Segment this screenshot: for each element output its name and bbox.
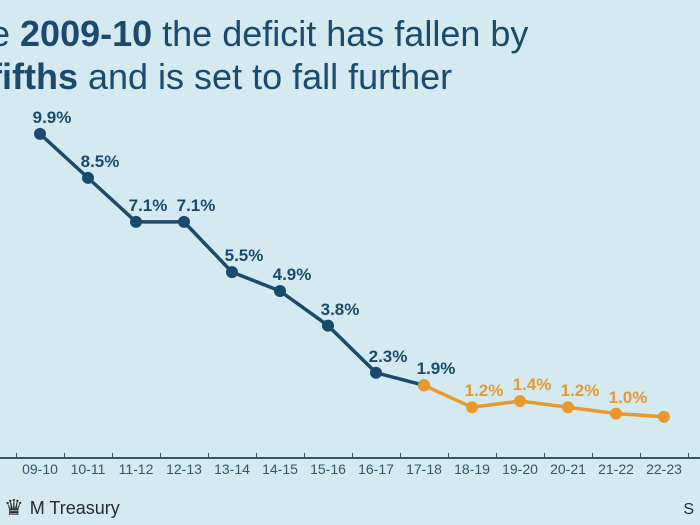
series-marker-actual xyxy=(82,172,94,184)
x-axis-label: 14-15 xyxy=(262,461,298,477)
chart-title: e 2009-10 the deficit has fallen by fift… xyxy=(0,12,700,98)
data-point-label: 9.9% xyxy=(33,108,72,128)
x-tick xyxy=(352,453,353,459)
series-marker-actual xyxy=(274,285,286,297)
data-point-label: 7.1% xyxy=(129,196,168,216)
x-tick xyxy=(640,453,641,459)
data-point-label: 3.8% xyxy=(321,300,360,320)
x-tick xyxy=(688,453,689,459)
x-axis-label: 21-22 xyxy=(598,461,634,477)
x-tick xyxy=(448,453,449,459)
x-tick xyxy=(16,453,17,459)
data-point-label: 1.2% xyxy=(465,381,504,401)
x-axis-label: 20-21 xyxy=(550,461,586,477)
x-tick xyxy=(256,453,257,459)
data-point-label: 1.2% xyxy=(561,381,600,401)
title-line1-suffix: the deficit has fallen by xyxy=(152,13,528,54)
data-point-label: 1.4% xyxy=(513,375,552,395)
series-marker-actual xyxy=(226,266,238,278)
data-point-label: 1.0% xyxy=(609,388,648,408)
series-marker-forecast xyxy=(466,401,478,413)
x-axis-label: 19-20 xyxy=(502,461,538,477)
x-axis-label: 16-17 xyxy=(358,461,394,477)
series-marker-actual xyxy=(130,216,142,228)
data-point-label: 1.9% xyxy=(417,359,456,379)
title-line2-suffix: and is set to fall further xyxy=(78,56,452,97)
series-marker-forecast xyxy=(610,408,622,420)
series-marker-forecast xyxy=(562,401,574,413)
x-tick xyxy=(304,453,305,459)
footer: ♛ M Treasury xyxy=(4,497,120,519)
data-point-label: 8.5% xyxy=(81,152,120,172)
x-axis-label: 13-14 xyxy=(214,461,250,477)
title-line1-bold: 2009-10 xyxy=(20,13,152,54)
crest-icon: ♛ xyxy=(4,497,24,519)
x-tick xyxy=(112,453,113,459)
series-marker-forecast xyxy=(418,379,430,391)
x-axis-labels: 09-10 10-11 11-12 12-13 13-14 14-15 15-16 16-17… xyxy=(0,459,700,489)
series-marker-forecast xyxy=(658,411,670,423)
x-axis-label: 17-18 xyxy=(406,461,442,477)
x-tick xyxy=(208,453,209,459)
x-tick xyxy=(592,453,593,459)
x-axis-label: 18-19 xyxy=(454,461,490,477)
x-axis-label: 22-23 xyxy=(646,461,682,477)
x-axis-label: 10-11 xyxy=(71,461,106,477)
x-tick xyxy=(496,453,497,459)
title-line1-prefix: e xyxy=(0,13,20,54)
x-axis-label: 12-13 xyxy=(166,461,202,477)
x-tick xyxy=(400,453,401,459)
footer-org: M Treasury xyxy=(30,498,120,519)
data-point-label: 4.9% xyxy=(273,265,312,285)
x-tick xyxy=(544,453,545,459)
series-marker-actual xyxy=(370,367,382,379)
series-marker-actual xyxy=(322,320,334,332)
source-hint: S xyxy=(683,501,694,519)
x-tick xyxy=(64,453,65,459)
data-point-label: 7.1% xyxy=(177,196,216,216)
data-point-label: 5.5% xyxy=(225,246,264,266)
x-axis-label: 15-16 xyxy=(310,461,346,477)
data-point-label: 2.3% xyxy=(369,347,408,367)
series-marker-actual xyxy=(178,216,190,228)
series-marker-actual xyxy=(34,128,46,140)
series-marker-forecast xyxy=(514,395,526,407)
x-axis-label: 11-12 xyxy=(119,461,154,477)
title-line2-bold: fifths xyxy=(0,56,78,97)
x-tick xyxy=(160,453,161,459)
x-axis-label: 09-10 xyxy=(22,461,58,477)
